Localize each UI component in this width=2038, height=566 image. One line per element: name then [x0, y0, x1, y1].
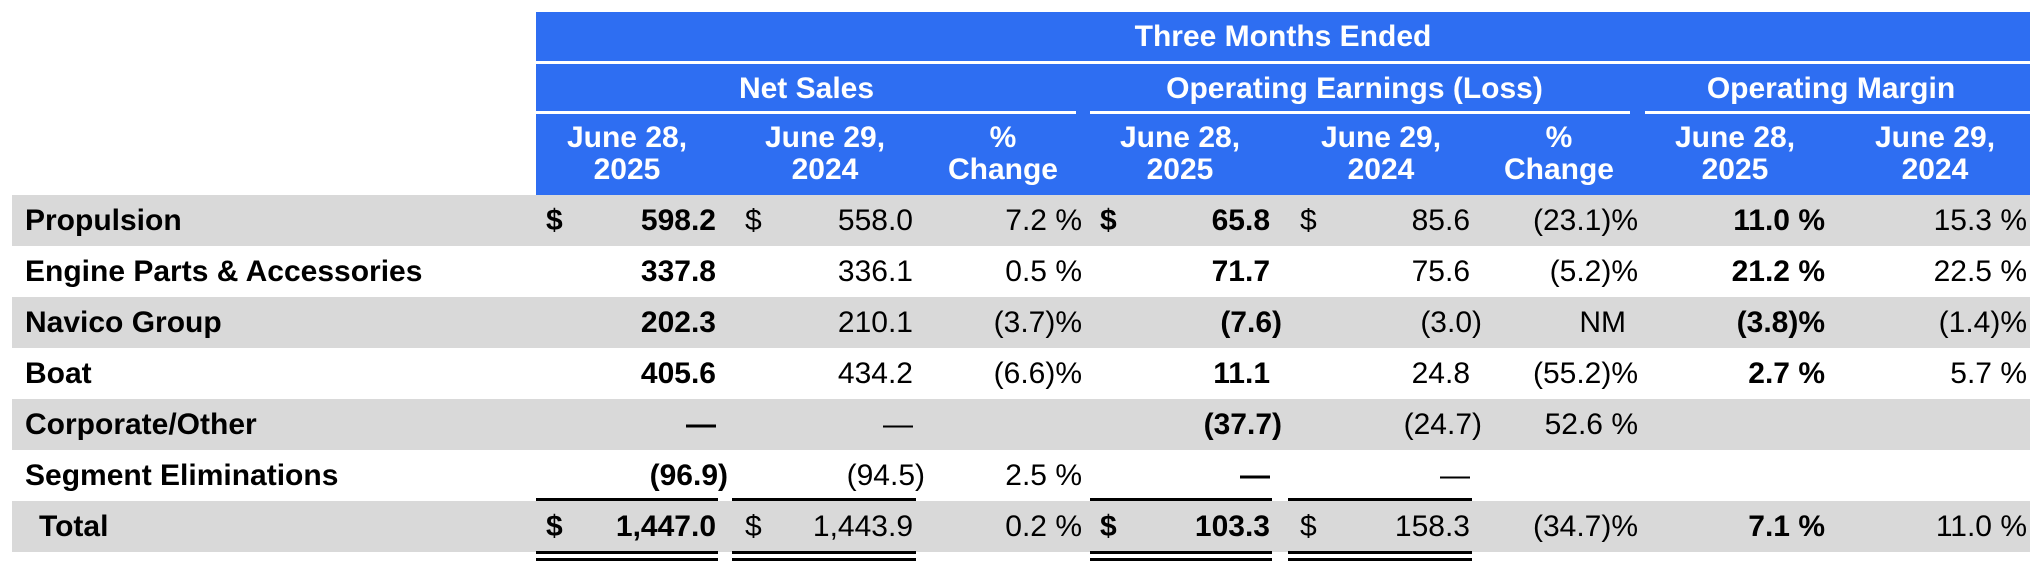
cell-net-sales-2024: — [883, 408, 913, 441]
currency-symbol: $ [1100, 510, 1117, 543]
cell-net-sales-2025: (96.9) [649, 459, 728, 492]
currency-symbol: $ [546, 510, 563, 543]
cell-op-margin-2025: 21.2 % [1731, 255, 1825, 288]
subtotal-rule [1288, 498, 1472, 501]
subtotal-rule [732, 498, 916, 501]
cell-op-earnings-change: (5.2)% [1549, 255, 1638, 288]
cell-net-sales-2024: 336.1 [837, 255, 913, 288]
cell-op-earnings-change: (34.7)% [1532, 510, 1638, 543]
cell-op-margin-2025: (3.8)% [1736, 306, 1825, 339]
currency-symbol: $ [1300, 510, 1317, 543]
cell-op-margin-2024: (1.4)% [1938, 306, 2027, 339]
cell-net-sales-change: (3.7)% [993, 306, 1082, 339]
cell-net-sales-change: 0.5 % [1005, 255, 1082, 288]
table-row: Propulsion $ 598.2 $ 558.0 7.2 % $ 65.8 … [12, 195, 2030, 246]
group-underline-net-sales [536, 111, 1076, 114]
cell-op-earnings-2024: 75.6 [1411, 255, 1470, 288]
cell-net-sales-2025: 405.6 [640, 357, 716, 390]
row-label: Segment Eliminations [25, 459, 339, 492]
cell-net-sales-change: 2.5 % [1005, 459, 1082, 492]
col-header-op-earnings-2025: June 28, 2025 [1090, 118, 1270, 190]
cell-op-earnings-2025: 11.1 [1213, 357, 1270, 390]
cell-op-earnings-2025: 71.7 [1211, 255, 1270, 288]
currency-symbol: $ [1300, 204, 1317, 237]
header-group-operating-margin: Operating Margin [1632, 64, 2030, 113]
col-header-op-margin-2025: June 28, 2025 [1645, 118, 1825, 190]
row-label: Corporate/Other [25, 408, 257, 441]
row-label: Engine Parts & Accessories [25, 255, 423, 288]
cell-op-margin-2024: 15.3 % [1933, 204, 2027, 237]
row-label: Propulsion [25, 204, 182, 237]
cell-net-sales-2024: (94.5) [846, 459, 925, 492]
cell-net-sales-change: 7.2 % [1005, 204, 1082, 237]
header-group-net-sales: Net Sales [536, 64, 1077, 113]
cell-net-sales-2025: 598.2 [640, 204, 716, 237]
total-double-rule [732, 551, 916, 561]
col-header-op-margin-2024: June 29, 2024 [1840, 118, 2030, 190]
cell-op-earnings-2024: — [1440, 459, 1470, 492]
cell-op-earnings-change: NM [1579, 306, 1626, 339]
group-underline-operating-margin [1645, 111, 2030, 114]
cell-op-earnings-change: (23.1)% [1532, 204, 1638, 237]
cell-net-sales-change: (6.6)% [993, 357, 1082, 390]
cell-op-earnings-2025: — [1240, 459, 1270, 492]
row-label: Total [39, 510, 109, 543]
cell-op-earnings-2025: 103.3 [1194, 510, 1270, 543]
cell-op-earnings-2024: (3.0) [1420, 306, 1482, 339]
cell-op-earnings-2025: 65.8 [1211, 204, 1270, 237]
total-double-rule [1090, 551, 1272, 561]
col-header-op-earnings-change: % Change [1486, 118, 1632, 190]
table-row: Engine Parts & Accessories 337.8 336.1 0… [12, 246, 2030, 297]
cell-net-sales-2024: 558.0 [837, 204, 913, 237]
cell-op-earnings-change: 52.6 % [1544, 408, 1638, 441]
currency-symbol: $ [1100, 204, 1117, 237]
cell-op-margin-2025: 11.0 % [1733, 204, 1825, 237]
subtotal-rule [536, 498, 718, 501]
table-row: Segment Eliminations (96.9) (94.5) 2.5 %… [12, 450, 2030, 501]
total-double-rule [536, 551, 718, 561]
cell-op-earnings-2024: (24.7) [1403, 408, 1482, 441]
cell-op-margin-2024: 11.0 % [1935, 510, 2027, 543]
currency-symbol: $ [546, 204, 563, 237]
col-header-op-earnings-2024: June 29, 2024 [1287, 118, 1475, 190]
cell-op-margin-2024: 5.7 % [1950, 357, 2027, 390]
total-double-rule [1288, 551, 1472, 561]
cell-op-margin-2025: 2.7 % [1748, 357, 1825, 390]
cell-net-sales-2025: — [686, 408, 716, 441]
cell-net-sales-2025: 202.3 [640, 306, 716, 339]
cell-op-margin-2025: 7.1 % [1748, 510, 1825, 543]
cell-net-sales-change: 0.2 % [1005, 510, 1082, 543]
col-header-net-sales-change: % Change [930, 118, 1076, 190]
cell-op-earnings-2025: (37.7) [1203, 408, 1282, 441]
group-underline-operating-earnings [1090, 111, 1630, 114]
col-header-net-sales-2024: June 29, 2024 [730, 118, 920, 190]
cell-op-earnings-2024: 85.6 [1411, 204, 1470, 237]
cell-op-earnings-2024: 24.8 [1411, 357, 1470, 390]
cell-op-margin-2024: 22.5 % [1933, 255, 2027, 288]
row-label: Boat [25, 357, 92, 390]
header-divider [536, 61, 2030, 64]
col-header-net-sales-2025: June 28, 2025 [536, 118, 718, 190]
row-label: Navico Group [25, 306, 222, 339]
currency-symbol: $ [745, 204, 762, 237]
cell-net-sales-2025: 1,447.0 [615, 510, 716, 543]
table-row: Navico Group 202.3 210.1 (3.7)% (7.6) (3… [12, 297, 2030, 348]
subtotal-rule [1090, 498, 1272, 501]
table-row: Boat 405.6 434.2 (6.6)% 11.1 24.8 (55.2)… [12, 348, 2030, 399]
header-group-operating-earnings: Operating Earnings (Loss) [1077, 64, 1632, 113]
cell-op-earnings-change: (55.2)% [1532, 357, 1638, 390]
cell-net-sales-2024: 1,443.9 [812, 510, 913, 543]
cell-net-sales-2024: 434.2 [837, 357, 913, 390]
cell-net-sales-2024: 210.1 [837, 306, 913, 339]
header-period: Three Months Ended [536, 12, 2030, 61]
table-row-total: Total $ 1,447.0 $ 1,443.9 0.2 % $ 103.3 … [12, 501, 2030, 552]
currency-symbol: $ [745, 510, 762, 543]
table-row: Corporate/Other — — (37.7) (24.7) 52.6 % [12, 399, 2030, 450]
cell-op-earnings-2024: 158.3 [1394, 510, 1470, 543]
cell-net-sales-2025: 337.8 [640, 255, 716, 288]
cell-op-earnings-2025: (7.6) [1220, 306, 1282, 339]
